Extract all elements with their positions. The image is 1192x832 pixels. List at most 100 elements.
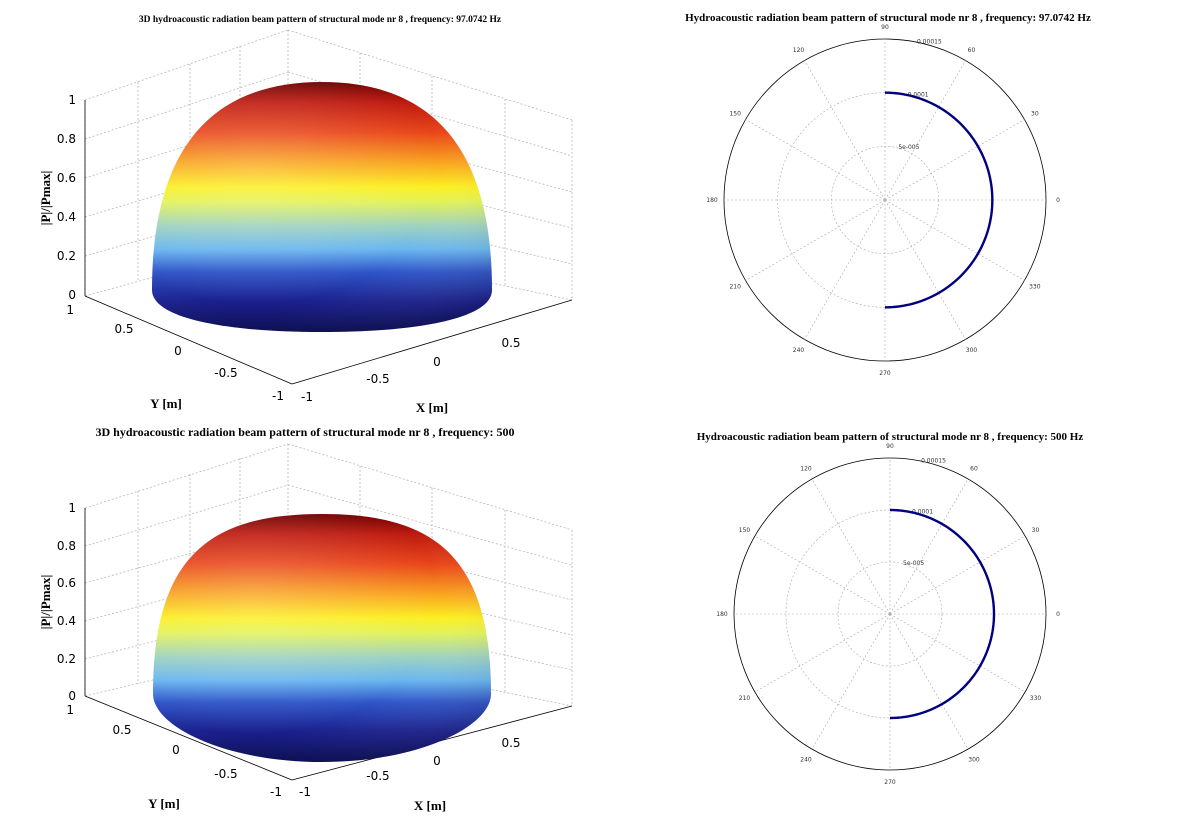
angle-tick-label: 240 — [800, 756, 812, 763]
polar-spoke — [754, 613, 891, 693]
angle-tick-label: 60 — [970, 466, 978, 473]
z-tick: 0.8 — [57, 132, 76, 146]
angle-tick-label: 150 — [729, 111, 741, 118]
radial-tick-label: 0.0001 — [912, 509, 933, 516]
y-tick: 0.5 — [112, 723, 131, 737]
angle-tick-label: 210 — [729, 284, 741, 291]
radial-tick-label: 0.0001 — [908, 91, 929, 98]
z-tick: 0.6 — [57, 171, 76, 185]
x-tick: -0.5 — [366, 372, 389, 386]
angle-tick-label: 270 — [879, 370, 891, 377]
polar-spoke — [884, 119, 1025, 201]
x-tick: 0 — [433, 754, 441, 768]
y-tick: 1 — [66, 303, 74, 317]
angle-tick-label: 180 — [706, 197, 718, 204]
polar-spoke — [754, 535, 891, 615]
polar-plot-1: Hydroacoustic radiation beam pattern of … — [685, 12, 1091, 377]
y-tick: 0 — [172, 743, 180, 757]
z-tick: 0.8 — [57, 539, 76, 553]
angle-tick-label: 120 — [793, 47, 805, 54]
z-tick: 0.2 — [57, 652, 76, 666]
polar-angle-ticks: 0 30 60 90 120 150 180 210 240 270 300 330 — [716, 443, 1060, 786]
angle-tick-label: 210 — [739, 695, 751, 702]
plot-title: 3D hydroacoustic radiation beam pattern … — [139, 15, 502, 25]
y-tick: -1 — [270, 785, 282, 799]
polar-spoke — [889, 613, 1026, 693]
angle-tick-label: 300 — [968, 756, 980, 763]
y-tick: -0.5 — [214, 366, 237, 380]
y-tick: 0.5 — [114, 322, 133, 336]
x-tick: -1 — [301, 390, 313, 404]
angle-tick-label: 330 — [1030, 695, 1042, 702]
z-tick: 0 — [68, 288, 76, 302]
x-tick: -1 — [299, 785, 311, 799]
radial-tick-label: 0.00015 — [921, 457, 946, 464]
plot-title: Hydroacoustic radiation beam pattern of … — [685, 12, 1091, 24]
polar-spoke — [745, 119, 886, 201]
polar-plot-2: Hydroacoustic radiation beam pattern of … — [697, 431, 1084, 786]
plot-title: Hydroacoustic radiation beam pattern of … — [697, 431, 1084, 443]
angle-tick-label: 150 — [739, 527, 751, 534]
polar-spoke — [884, 199, 966, 340]
x-axis-label: X [m] — [414, 798, 446, 813]
y-axis-label: Y [m] — [148, 796, 180, 811]
angle-tick-label: 30 — [1032, 527, 1040, 534]
polar-spoke — [811, 613, 891, 750]
z-tick: 0.4 — [57, 210, 76, 224]
angle-tick-label: 120 — [800, 466, 812, 473]
plot-title: 3D hydroacoustic radiation beam pattern … — [96, 425, 515, 439]
axis-lines — [84, 100, 573, 385]
angle-tick-label: 90 — [886, 443, 894, 450]
angle-tick-label: 180 — [716, 611, 728, 618]
y-axis-label: Y [m] — [150, 396, 182, 411]
x-tick: 0 — [433, 355, 441, 369]
polar-spoke — [884, 60, 966, 201]
z-axis-label: |P|/|Pmax| — [38, 171, 53, 226]
polar-spoke — [889, 535, 1026, 615]
z-tick: 0.2 — [57, 249, 76, 263]
polar-spoke — [884, 199, 1025, 281]
angle-tick-label: 0 — [1056, 611, 1060, 618]
x-tick: 0.5 — [501, 336, 520, 350]
angle-tick-label: 30 — [1031, 111, 1039, 118]
polar-grid — [723, 38, 1047, 362]
y-tick: -1 — [272, 389, 284, 403]
z-tick: 1 — [68, 501, 76, 515]
x-tick: -0.5 — [366, 769, 389, 783]
polar-angle-ticks: 0 30 60 90 120 150 180 210 240 270 300 330 — [706, 24, 1060, 377]
surface-plot-2: 3D hydroacoustic radiation beam pattern … — [38, 425, 573, 813]
radial-tick-label: 5e-005 — [898, 144, 919, 151]
polar-spoke — [745, 199, 886, 281]
polar-spoke — [804, 199, 886, 340]
polar-spoke — [804, 60, 886, 201]
polar-spoke — [889, 613, 969, 750]
beam-pattern-curve — [889, 508, 996, 720]
polar-radial-ticks: 5e-005 0.0001 0.00015 — [903, 457, 946, 566]
angle-tick-label: 270 — [884, 779, 896, 786]
polar-ring — [733, 457, 1047, 771]
angle-tick-label: 240 — [793, 347, 805, 354]
polar-spoke — [811, 478, 891, 615]
x-axis-label: X [m] — [416, 400, 448, 415]
beam-pattern-curve — [884, 91, 994, 309]
y-tick: 0 — [174, 344, 182, 358]
z-tick: 0.6 — [57, 576, 76, 590]
radial-tick-label: 0.00015 — [917, 38, 942, 45]
polar-spoke — [889, 478, 969, 615]
polar-radial-ticks: 5e-005 0.0001 0.00015 — [898, 38, 942, 151]
angle-tick-label: 0 — [1056, 197, 1060, 204]
surface-plot-1: 3D hydroacoustic radiation beam pattern … — [38, 15, 573, 415]
z-tick: 1 — [68, 93, 76, 107]
y-tick: -0.5 — [214, 767, 237, 781]
z-tick: 0.4 — [57, 614, 76, 628]
radial-tick-label: 5e-005 — [903, 560, 924, 567]
polar-grid — [733, 457, 1047, 771]
angle-tick-label: 330 — [1029, 284, 1041, 291]
z-axis-label: |P|/|Pmax| — [38, 575, 53, 630]
angle-tick-label: 60 — [968, 47, 976, 54]
z-tick: 0 — [68, 689, 76, 703]
y-tick: 1 — [66, 703, 74, 717]
angle-tick-label: 300 — [966, 347, 978, 354]
x-tick: 0.5 — [501, 736, 520, 750]
angle-tick-label: 90 — [881, 24, 889, 31]
